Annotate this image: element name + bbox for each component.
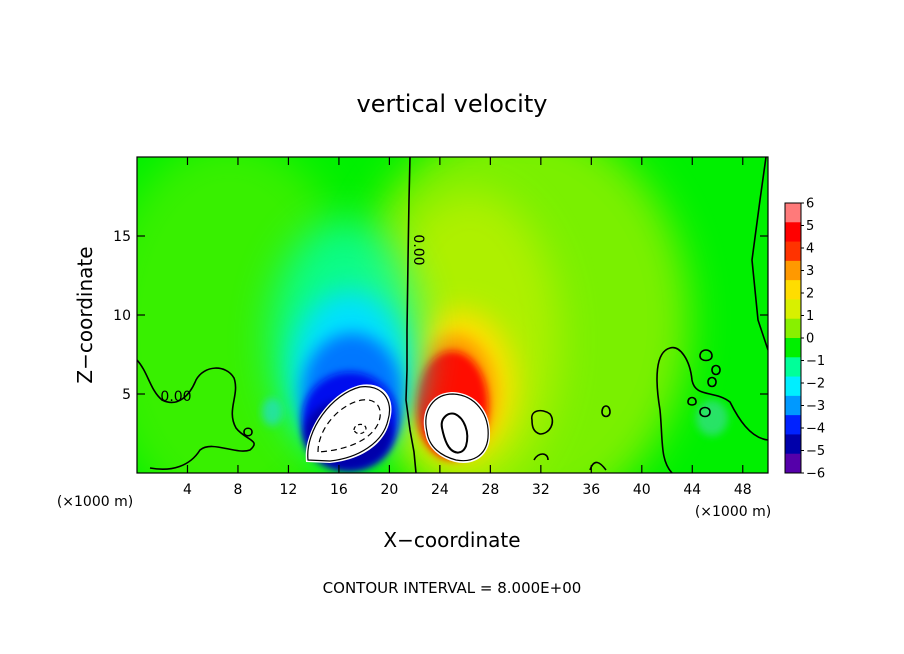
y-axis: 5 10 15 xyxy=(113,229,768,403)
contour-lines xyxy=(137,157,768,473)
x-tick-label: 28 xyxy=(481,482,499,498)
colorbar-label: −3 xyxy=(806,399,825,414)
contour-cell-39 xyxy=(601,405,611,418)
x-axis: 4 8 12 16 20 24 28 32 36 40 44 48 xyxy=(183,157,752,498)
colorbar-swatch xyxy=(785,241,801,262)
colorbar-swatch xyxy=(785,280,801,300)
x-tick-label: 44 xyxy=(683,482,701,498)
contour-cell-43 xyxy=(699,349,721,388)
velocity-field xyxy=(137,157,768,473)
chart-title: vertical velocity xyxy=(357,90,548,118)
contour-cell-32 xyxy=(531,409,554,435)
x-unit-left: (×1000 m) xyxy=(57,494,133,510)
x-axis-label: X−coordinate xyxy=(383,528,520,552)
x-tick-label: 40 xyxy=(633,482,651,498)
small-anomaly-right xyxy=(696,400,728,436)
y-tick-label: 5 xyxy=(122,387,131,403)
contour-left-core-center xyxy=(353,423,367,435)
x-tick-label: 36 xyxy=(582,482,600,498)
contour-label-left: 0.00 xyxy=(160,389,191,405)
colorbar-swatch xyxy=(785,299,801,320)
x-tick-label: 8 xyxy=(233,482,242,498)
colorbar-swatch xyxy=(785,376,801,397)
colorbar-label: 5 xyxy=(806,219,814,234)
colorbar-swatch xyxy=(785,318,801,339)
colorbar-swatch xyxy=(785,222,801,243)
x-tick-label: 4 xyxy=(183,482,192,498)
colorbar-label: −6 xyxy=(806,467,825,482)
contour-cell-45 xyxy=(687,396,711,418)
colorbar-label: 2 xyxy=(806,287,814,302)
x-tick-label: 24 xyxy=(431,482,449,498)
colorbar-label: −4 xyxy=(806,422,825,437)
zero-contour-right-edge xyxy=(751,157,768,351)
zero-contour-right-cluster xyxy=(656,346,768,473)
contour-left-core-outer xyxy=(307,386,391,462)
colorbar-label: −2 xyxy=(806,377,825,392)
colorbar-label: −1 xyxy=(806,354,825,369)
colorbar-swatch xyxy=(785,357,801,378)
colorbar-label: 3 xyxy=(806,264,814,279)
x-tick-label: 12 xyxy=(280,482,298,498)
x-tick-label: 16 xyxy=(330,482,348,498)
x-tick-label: 48 xyxy=(734,482,752,498)
contour-right-core-outer xyxy=(425,393,489,462)
colorbar-swatch xyxy=(785,395,801,416)
colorbar-swatch xyxy=(785,434,801,455)
contour-cell-34 xyxy=(533,453,549,461)
colorbar-label: 6 xyxy=(806,197,814,212)
colorbar-label: 1 xyxy=(806,309,814,324)
colorbar-swatch xyxy=(785,415,801,435)
x-tick-label: 32 xyxy=(532,482,550,498)
y-tick-label: 10 xyxy=(113,308,131,324)
contour-cell-left-small xyxy=(243,427,253,437)
contour-left-core-dashed xyxy=(317,399,381,453)
contour-label-center: 0.00 xyxy=(410,234,426,265)
zero-contour-left xyxy=(137,359,255,470)
contour-right-core-inner xyxy=(440,412,469,454)
left-white-core xyxy=(305,384,392,463)
x-tick-label: 20 xyxy=(380,482,398,498)
y-axis-label: Z−coordinate xyxy=(73,246,97,383)
small-anomaly-left xyxy=(262,398,282,426)
colorbar-swatch xyxy=(785,203,801,223)
zero-contour-center xyxy=(405,157,417,473)
contour-interval-footer: CONTOUR INTERVAL = 8.000E+00 xyxy=(323,579,582,597)
colorbar: 6 5 4 3 2 1 0 −1 −2 −3 −4 −5 −6 xyxy=(784,197,825,482)
colorbar-swatch xyxy=(785,260,801,281)
right-white-core xyxy=(423,392,491,463)
colorbar-label: 4 xyxy=(806,242,814,257)
x-unit-right: (×1000 m) xyxy=(695,504,771,520)
colorbar-swatch xyxy=(785,338,801,358)
colorbar-label: 0 xyxy=(806,332,814,347)
colorbar-swatch xyxy=(785,453,801,474)
colorbar-label: −5 xyxy=(806,444,825,459)
y-tick-label: 15 xyxy=(113,229,131,245)
